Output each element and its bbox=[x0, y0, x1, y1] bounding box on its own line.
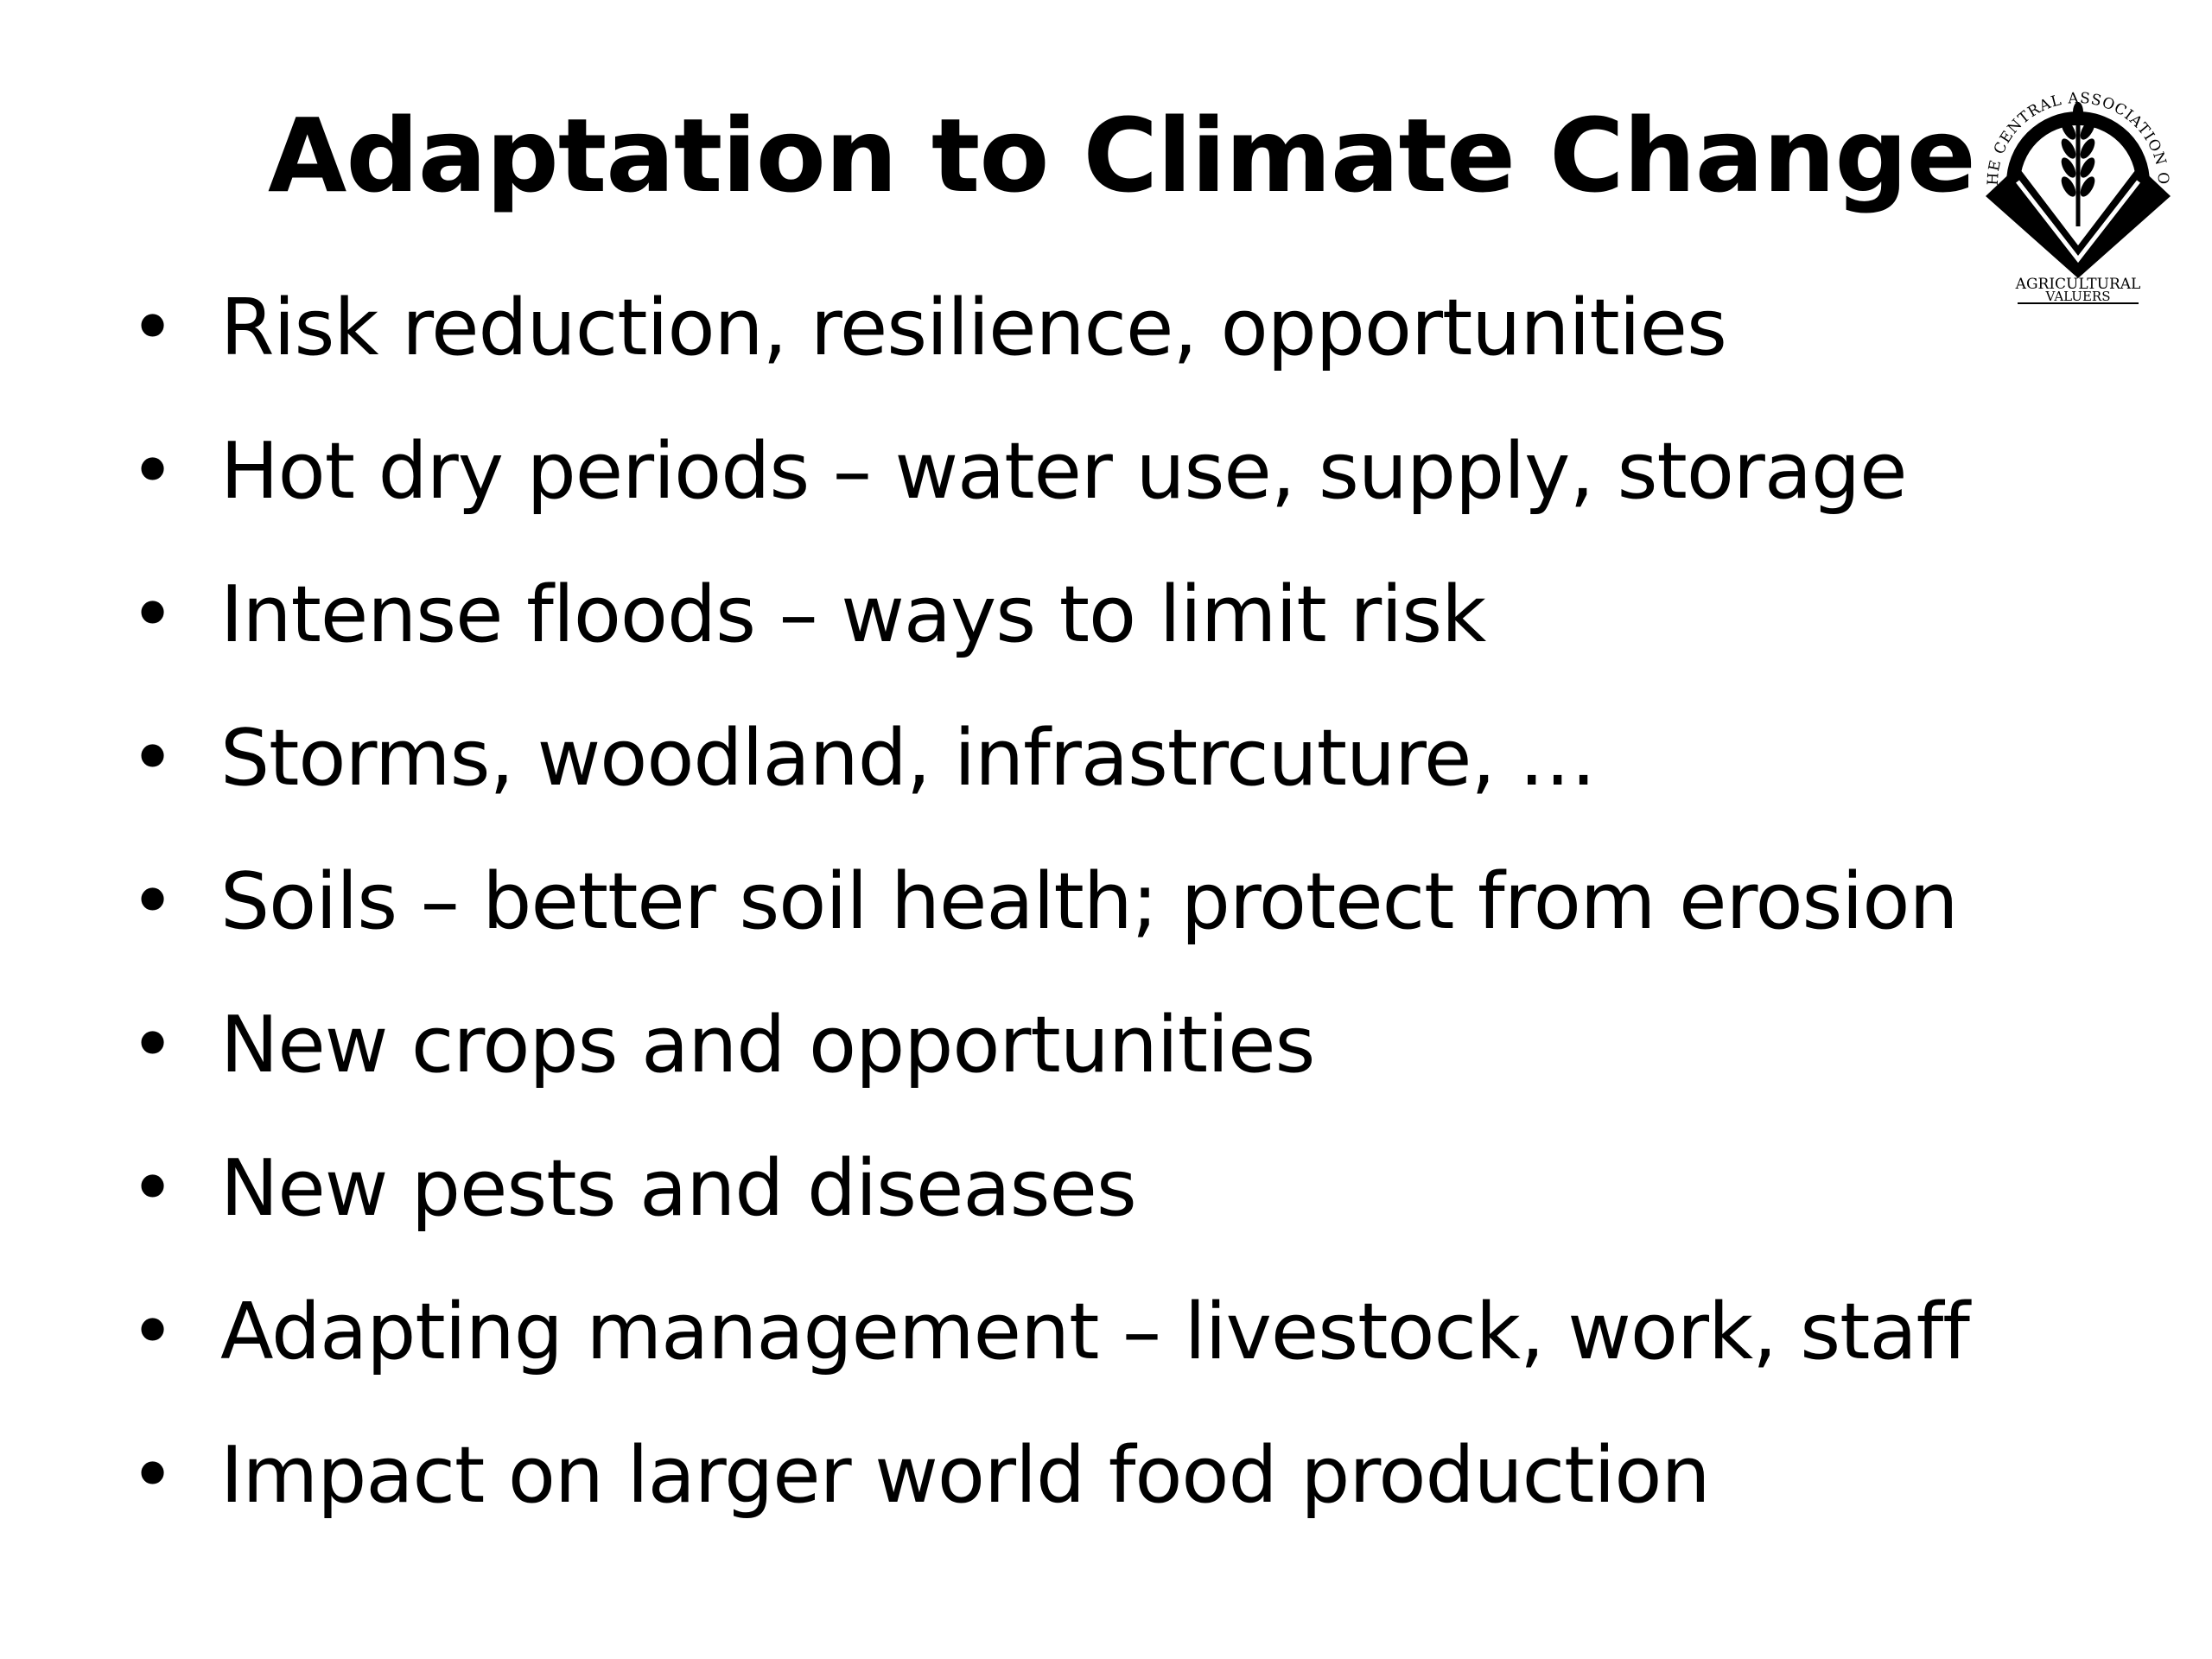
bullet-dot: • bbox=[130, 1430, 175, 1521]
logo-line-2: VALUERS bbox=[2045, 289, 2111, 304]
logo-line-1: AGRICULTURAL bbox=[2015, 276, 2141, 293]
bullet-dot: • bbox=[130, 1287, 175, 1377]
bullet-text: Hot dry periods – water use, supply, sto… bbox=[220, 426, 1908, 517]
bullet-text: Impact on larger world food production bbox=[220, 1430, 1711, 1521]
bullet-item: • Soils – better soil health; protect fr… bbox=[130, 842, 2186, 985]
bullet-dot: • bbox=[130, 283, 175, 373]
bullet-text: Risk reduction, resilience, opportunitie… bbox=[220, 283, 1727, 373]
bullet-text: Storms, woodland, infrastrcuture, … bbox=[220, 713, 1597, 804]
bullet-dot: • bbox=[130, 426, 175, 517]
bullet-list: • Risk reduction, resilience, opportunit… bbox=[130, 268, 2186, 1559]
bullet-dot: • bbox=[130, 1000, 175, 1090]
bullet-item: • Hot dry periods – water use, supply, s… bbox=[130, 411, 2186, 555]
bullet-text: Intense floods – ways to limit risk bbox=[220, 569, 1486, 660]
bullet-item: • Risk reduction, resilience, opportunit… bbox=[130, 268, 2186, 411]
bullet-dot: • bbox=[130, 856, 175, 947]
slide-title: Adaptation to Climate Change bbox=[268, 96, 1976, 215]
cav-logo: · THE CENTRAL ASSOCIATION OF · AGRICULTU… bbox=[1979, 54, 2171, 304]
bullet-text: New pests and diseases bbox=[220, 1143, 1137, 1234]
bullet-item: • New pests and diseases bbox=[130, 1128, 2186, 1272]
bullet-dot: • bbox=[130, 1143, 175, 1234]
wheat-icon bbox=[2061, 102, 2095, 226]
bullet-text: Adapting management – livestock, work, s… bbox=[220, 1287, 1970, 1377]
bullet-item: • Intense floods – ways to limit risk bbox=[130, 555, 2186, 698]
bullet-item: • Impact on larger world food production bbox=[130, 1415, 2186, 1559]
bullet-item: • Adapting management – livestock, work,… bbox=[130, 1272, 2186, 1415]
bullet-dot: • bbox=[130, 569, 175, 660]
bullet-dot: • bbox=[130, 713, 175, 804]
bullet-text: Soils – better soil health; protect from… bbox=[220, 856, 1959, 947]
bullet-text: New crops and opportunities bbox=[220, 1000, 1315, 1090]
bullet-item: • Storms, woodland, infrastrcuture, … bbox=[130, 698, 2186, 842]
bullet-item: • New crops and opportunities bbox=[130, 985, 2186, 1128]
